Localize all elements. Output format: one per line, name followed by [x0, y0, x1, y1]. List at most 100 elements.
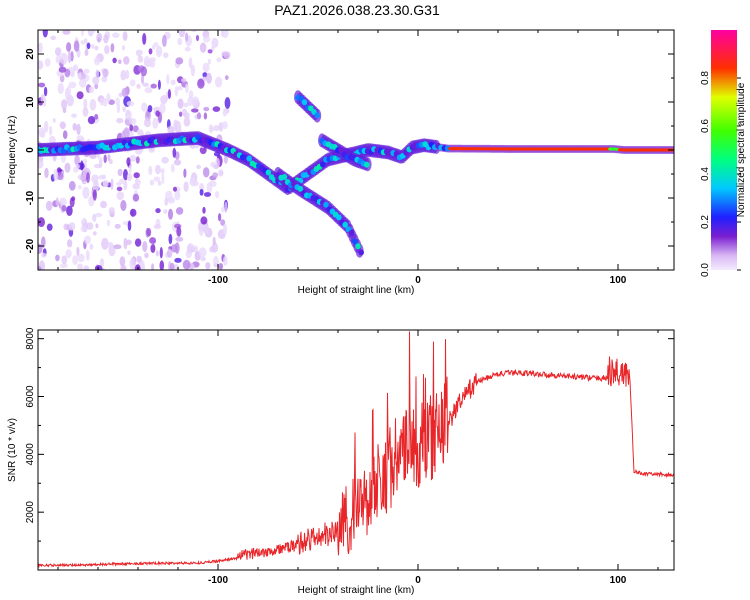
noise-speckle [103, 154, 107, 164]
noise-speckle [120, 70, 127, 81]
noise-speckle [70, 71, 75, 78]
noise-speckle [167, 248, 173, 258]
noise-speckle [224, 201, 228, 213]
y-tick-label: 0 [25, 147, 36, 153]
noise-speckle [196, 164, 202, 170]
noise-speckle [206, 72, 212, 84]
noise-speckle [144, 252, 149, 259]
noise-speckle [177, 86, 183, 91]
noise-speckle [187, 96, 194, 106]
track-core [320, 161, 326, 168]
noise-speckle [209, 126, 215, 132]
noise-speckle [181, 78, 187, 83]
noise-speckle [146, 227, 152, 237]
noise-speckle [190, 30, 198, 33]
noise-speckle [94, 265, 103, 270]
noise-speckle [55, 197, 59, 207]
noise-speckle [46, 223, 53, 231]
track-side-branch [318, 133, 372, 172]
noise-speckle [126, 100, 135, 107]
noise-speckle [76, 246, 80, 257]
noise-speckle [83, 265, 90, 270]
noise-speckle [211, 242, 219, 253]
noise-speckle [83, 68, 90, 74]
noise-speckle [38, 82, 46, 88]
noise-speckle [222, 108, 228, 117]
noise-speckle [116, 182, 122, 186]
noise-speckle [68, 81, 77, 89]
noise-speckle [215, 191, 220, 199]
noise-speckle [212, 236, 216, 246]
noise-speckle [83, 98, 88, 109]
noise-speckle [185, 83, 189, 94]
noise-speckle [38, 60, 44, 70]
noise-speckle [174, 257, 182, 263]
noise-speckle [189, 263, 194, 270]
noise-speckle [190, 64, 196, 77]
colorbar-tick-label: 0.4 [700, 167, 711, 181]
noise-speckle [81, 172, 87, 185]
noise-speckle [220, 219, 226, 226]
noise-speckle [72, 255, 78, 266]
noise-speckle [77, 253, 85, 263]
noise-speckle [76, 91, 84, 100]
noise-speckle [172, 147, 177, 158]
noise-speckle [151, 263, 155, 270]
noise-speckle [80, 160, 84, 171]
noise-speckle [65, 249, 72, 259]
noise-speckle [129, 124, 134, 132]
track-core [358, 249, 365, 256]
noise-speckle [71, 196, 76, 202]
noise-speckle [62, 130, 68, 140]
noise-speckle [224, 97, 231, 109]
noise-speckle [118, 92, 123, 98]
noise-speckle [162, 34, 167, 47]
noise-speckle [164, 197, 168, 206]
noise-speckle [103, 34, 109, 44]
noise-speckle [48, 135, 56, 145]
noise-speckle [72, 123, 77, 131]
noise-speckle [52, 118, 56, 123]
noise-speckle [99, 97, 105, 106]
noise-speckle [59, 197, 67, 207]
noise-speckle [132, 183, 140, 190]
noise-speckle [203, 192, 212, 197]
noise-speckle [197, 78, 205, 89]
noise-speckle [184, 32, 189, 42]
noise-speckle [203, 36, 211, 43]
noise-speckle [66, 94, 74, 107]
noise-speckle [216, 57, 222, 63]
noise-speckle [91, 44, 95, 49]
noise-speckle [53, 169, 59, 181]
x-tick-label: 100 [610, 575, 627, 586]
noise-speckle [153, 42, 159, 47]
track-core [342, 221, 349, 228]
noise-speckle [94, 113, 99, 120]
noise-speckle [149, 179, 155, 186]
noise-speckle [198, 228, 204, 236]
noise-speckle [123, 127, 130, 139]
noise-speckle [89, 243, 94, 250]
noise-speckle [175, 207, 184, 215]
noise-speckle [60, 52, 68, 65]
snr-plot-content [38, 331, 674, 569]
noise-speckle [66, 85, 72, 97]
noise-speckle [68, 180, 76, 191]
noise-speckle [119, 256, 126, 267]
noise-speckle [199, 183, 205, 192]
noise-speckle [213, 164, 220, 169]
noise-speckle [174, 190, 181, 201]
noise-speckle [141, 102, 148, 112]
noise-speckle [175, 57, 184, 65]
noise-speckle [163, 52, 169, 59]
noise-speckle [205, 262, 211, 270]
x-tick-label: 0 [415, 275, 421, 286]
noise-speckle [173, 159, 182, 166]
noise-speckle [94, 83, 99, 90]
noise-speckle [209, 180, 217, 187]
noise-speckle [110, 178, 114, 190]
noise-speckle [116, 191, 125, 201]
noise-speckle [74, 154, 80, 166]
noise-speckle [110, 43, 115, 53]
noise-speckle [161, 172, 165, 185]
